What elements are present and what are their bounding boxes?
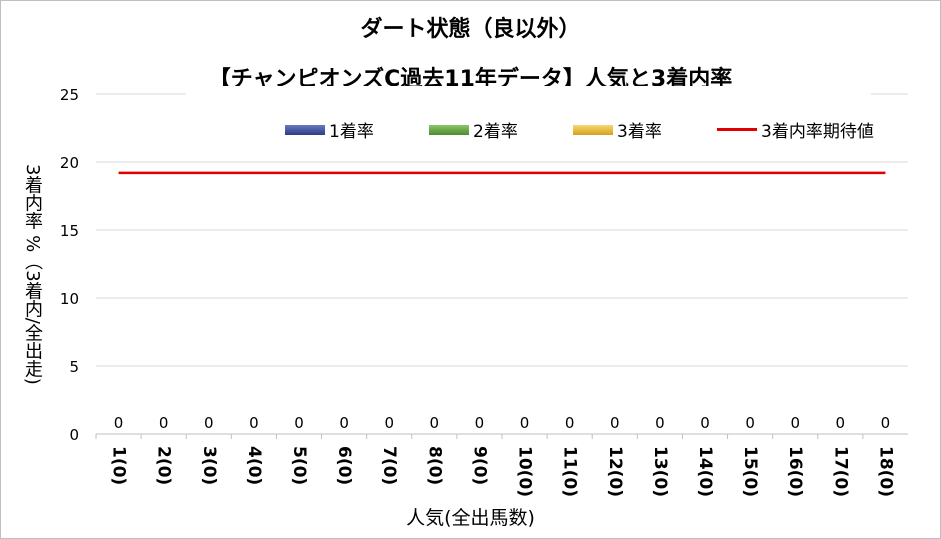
- x-tick-label: 6(0): [334, 446, 354, 485]
- data-label: 0: [384, 414, 394, 432]
- x-tick-label: 12(0): [605, 446, 625, 497]
- x-tick-label: 11(0): [560, 446, 580, 497]
- legend-swatch-expected: [717, 128, 757, 131]
- data-label: 0: [339, 414, 349, 432]
- x-tick-label: 10(0): [515, 446, 535, 497]
- data-label: 0: [249, 414, 259, 432]
- data-label: 0: [881, 414, 891, 432]
- legend-item-3rd: 3着率: [573, 117, 662, 142]
- x-axis-label: 人気(全出馬数): [406, 507, 535, 529]
- x-tick-label: 7(0): [379, 446, 399, 485]
- x-tick-label: 18(0): [875, 446, 895, 497]
- x-tick-label: 14(0): [695, 446, 715, 497]
- y-tick-label: 25: [60, 86, 79, 104]
- data-label: 0: [114, 414, 124, 432]
- legend-item-expected: 3着内率期待値: [717, 117, 874, 142]
- y-axis-label: 3着内率 %（3着内/全出走): [22, 163, 43, 385]
- data-label: 0: [475, 414, 485, 432]
- x-tick-label: 4(0): [244, 446, 264, 485]
- x-tick-label: 2(0): [154, 446, 174, 485]
- legend: 1着率 2着率 3着率 3着内率期待値: [1, 117, 940, 143]
- x-tick-label: 16(0): [785, 446, 805, 497]
- legend-swatch-1st: [285, 124, 325, 135]
- y-tick-label: 5: [69, 358, 79, 376]
- data-label: 0: [836, 414, 846, 432]
- legend-item-1st: 1着率: [285, 117, 374, 142]
- x-tick-label: 3(0): [199, 446, 219, 485]
- legend-label-2nd: 2着率: [473, 122, 518, 142]
- data-label: 0: [204, 414, 214, 432]
- data-label: 0: [700, 414, 710, 432]
- y-tick-label: 20: [60, 154, 79, 172]
- y-tick-label: 0: [69, 426, 79, 444]
- data-label: 0: [745, 414, 755, 432]
- data-label: 0: [565, 414, 575, 432]
- data-label: 0: [790, 414, 800, 432]
- x-tick-label: 17(0): [830, 446, 850, 497]
- x-tick-label: 13(0): [650, 446, 670, 497]
- legend-label-1st: 1着率: [329, 122, 374, 142]
- data-label: 0: [159, 414, 169, 432]
- y-tick-label: 10: [60, 290, 79, 308]
- legend-swatch-3rd: [573, 124, 613, 135]
- x-tick-label: 5(0): [289, 446, 309, 485]
- x-tick-label: 9(0): [469, 446, 489, 485]
- legend-swatch-2nd: [429, 124, 469, 135]
- chart-title: ダート状態（良以外）: [360, 17, 581, 42]
- x-tick-label: 8(0): [424, 446, 444, 485]
- data-label: 0: [520, 414, 530, 432]
- y-tick-label: 15: [60, 222, 79, 240]
- legend-label-expected: 3着内率期待値: [761, 122, 874, 142]
- data-label: 0: [294, 414, 304, 432]
- data-label: 0: [655, 414, 665, 432]
- x-tick-label: 1(0): [109, 446, 129, 485]
- legend-label-3rd: 3着率: [617, 122, 662, 142]
- title-mask: [186, 86, 871, 102]
- x-tick-label: 15(0): [740, 446, 760, 497]
- legend-item-2nd: 2着率: [429, 117, 518, 142]
- data-label: 0: [610, 414, 620, 432]
- data-label: 0: [430, 414, 440, 432]
